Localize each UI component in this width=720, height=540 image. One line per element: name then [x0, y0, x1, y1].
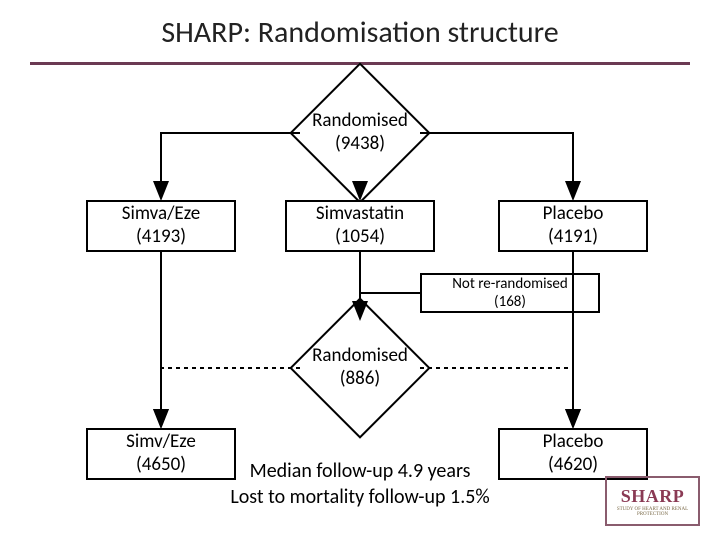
node-final1-line1: Simv/Eze	[126, 431, 196, 454]
node-final3: Placebo (4620)	[498, 428, 648, 480]
node-arm1-line1: Simva/Eze	[122, 203, 201, 226]
node-arm3: Placebo (4191)	[498, 200, 648, 252]
node-notrr-line2: (168)	[494, 293, 526, 311]
logo-sub-text: STUDY OF HEART AND RENAL PROTECTION	[607, 507, 698, 517]
node-final1-line2: (4650)	[136, 454, 186, 477]
node-arm2: Simvastatin (1054)	[285, 200, 435, 252]
node-arm1: Simva/Eze (4193)	[86, 200, 236, 252]
footer-text: Median follow-up 4.9 years Lost to morta…	[210, 458, 510, 510]
sharp-logo: SHARP STUDY OF HEART AND RENAL PROTECTIO…	[605, 476, 700, 526]
node-arm3-line2: (4191)	[548, 226, 598, 249]
node-arm1-line2: (4193)	[136, 226, 186, 249]
page-title: SHARP: Randomisation structure	[0, 14, 720, 51]
logo-main-text: SHARP	[621, 486, 685, 507]
node-rand2	[289, 297, 430, 438]
edge-rand2-final3	[420, 368, 573, 425]
edge-rand1-arm1	[161, 133, 300, 197]
edge-rand2-final1	[161, 368, 300, 425]
node-arm3-line1: Placebo	[543, 203, 604, 226]
footer-line2: Lost to mortality follow-up 1.5%	[230, 485, 489, 509]
node-rand1	[289, 62, 430, 203]
node-arm2-line1: Simvastatin	[316, 203, 404, 226]
node-arm2-line2: (1054)	[335, 226, 385, 249]
node-final3-line1: Placebo	[543, 431, 604, 454]
footer-line1: Median follow-up 4.9 years	[250, 459, 471, 483]
node-notrr-line1: Not re-randomised	[452, 275, 568, 293]
edge-rand1-arm3	[420, 133, 573, 197]
node-notrr: Not re-randomised (168)	[420, 273, 600, 313]
node-final3-line2: (4620)	[548, 454, 598, 477]
